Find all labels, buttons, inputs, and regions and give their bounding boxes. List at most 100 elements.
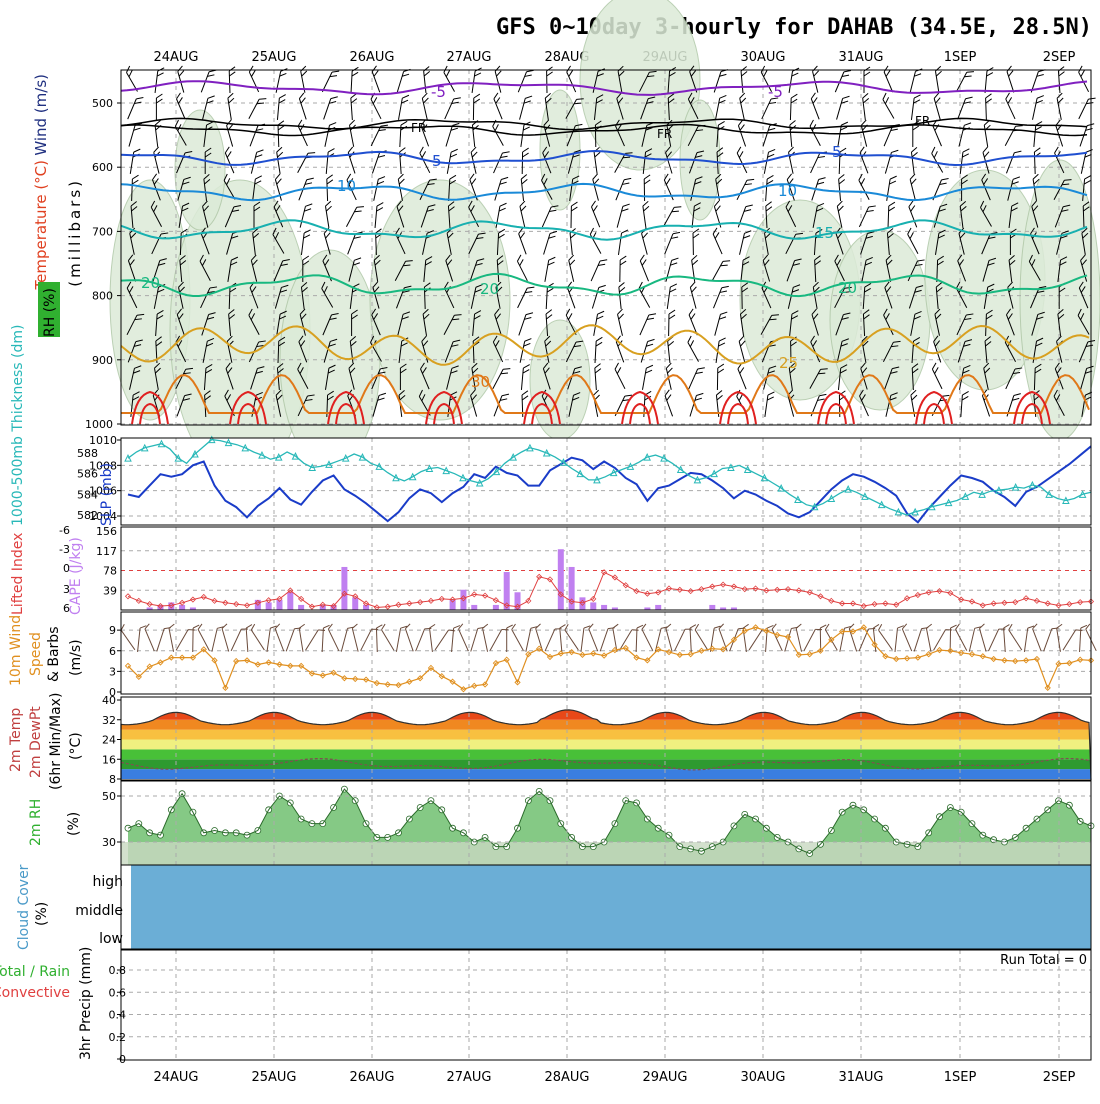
rh-shading [540,90,580,210]
upper-ylabel-rh: RH (%) [42,288,58,337]
date-label-bottom: 27AUG [446,1070,491,1085]
temp-ylabel-4: (°C) [68,732,84,760]
contour-label-10-a: 10 [337,177,356,195]
date-label-bottom: 28AUG [544,1070,589,1085]
rh-ylabel-2: (%) [66,812,82,836]
date-label-bottom: 29AUG [642,1070,687,1085]
rh-base [121,842,1091,865]
tick-label: 30 [102,836,116,849]
cape-bar [266,602,272,610]
temp-band [121,749,1091,759]
tick-label: 50 [102,790,116,803]
cloud-ylabel-2: (%) [34,902,50,926]
wind-ylabel-3: & Barbs [46,627,62,683]
date-label-top: 25AUG [251,50,296,65]
precip-label-1: Total / Rain [0,964,70,980]
tick-label: 78 [103,565,117,578]
cloud-level-low: low [99,931,123,947]
temp-ylabel-2: 2m DewPt [28,706,44,778]
date-label-bottom: 26AUG [349,1070,394,1085]
contour-label-15: 15 [815,224,834,242]
date-label-top: 2SEP [1043,50,1076,65]
tick-label: 8 [109,773,116,786]
tick-label: 0.6 [109,986,127,999]
contour-label-5-b: 5 [832,143,842,161]
date-label-bottom: 30AUG [740,1070,785,1085]
date-label-top: 26AUG [349,50,394,65]
tick-label: 0 [119,1053,126,1066]
temp-ylabel-3: (6hr Min/Max) [48,693,64,790]
cape-bar [601,605,607,610]
tick-label: 0.2 [109,1031,127,1044]
cloud-panel: high middle low Cloud Cover (%) [16,864,1091,950]
cape-bar [460,590,466,610]
tick-label: 700 [92,225,113,238]
cape-bar [450,600,456,610]
cape-bar [709,605,715,610]
rh-ylabel-1: 2m RH [28,799,44,846]
tick-label: 500 [92,97,113,110]
upper-ylabel-temp: Temperature (°C) [32,160,50,290]
tick-label: 40 [102,694,116,707]
contour-label-20-a: 20 [141,274,160,292]
date-label-bottom: 2SEP [1043,1070,1076,1085]
cape-ylabel-cape: CAPE (J/kg) [68,537,84,615]
contour-label-10-b: 10 [778,182,797,200]
contour-label-25: 25 [779,354,798,372]
date-label-top: 27AUG [446,50,491,65]
tick-label: 3 [109,665,116,678]
tick-label: 1010 [89,434,117,447]
tick-label: 9 [109,624,116,637]
tick-label: 586 [77,468,98,481]
precip-label-2: Convective [0,985,70,1001]
contour-label-minus5-b: -5 [768,83,783,101]
slp-ylabel-thk: 1000-500mb Thickness (dm) [10,325,26,526]
cloud-level-high: high [92,874,123,890]
precip-panel: 00.20.40.60.8 Run Total = 0 Total / Rain… [0,947,1091,1066]
cape-bar [590,602,596,610]
wind-ylabel-4: (m/s) [68,639,84,676]
tick-label: 582 [77,509,98,522]
temp-ylabel-1: 2m Temp [8,708,24,772]
contour-label-minus5-a: -5 [431,83,446,101]
tick-label: 6 [109,645,116,658]
tick-label: 588 [77,447,98,460]
contour-label-20-c: 20 [838,279,857,297]
slp-ylabel-slp: SLP (mb) [99,463,115,526]
contour-label-30: 30 [471,373,490,391]
tick-label: 0.8 [109,964,127,977]
chart-title: GFS 0~10day 3-hourly for DAHAB (34.5E, 2… [496,15,1092,40]
tick-label: 584 [77,488,98,501]
cape-bar [298,605,304,610]
cape-bar [655,605,661,610]
date-label-bottom: 1SEP [944,1070,977,1085]
tick-label: 1000 [85,418,113,431]
date-label-bottom: 25AUG [251,1070,296,1085]
contour-label-fr-c: FR [915,114,930,128]
cape-bar [493,605,499,610]
cape-bar [558,549,564,610]
tick-label: -6 [59,524,70,537]
tick-label: 600 [92,161,113,174]
date-label-top: 30AUG [740,50,785,65]
cape-bar [471,605,477,610]
tick-label: 800 [92,290,113,303]
tick-label: 39 [103,584,117,597]
date-label-bottom: 24AUG [153,1070,198,1085]
date-label-bottom: 31AUG [838,1070,883,1085]
date-label-top: 24AUG [153,50,198,65]
tick-label: 0.4 [109,1009,127,1022]
cloud-level-middle: middle [75,903,123,919]
tick-label: 117 [96,545,117,558]
upper-ylabel-mb: (millibars) [66,178,84,287]
cloud-cover-fill [131,865,1091,949]
tick-label: 156 [96,525,117,538]
wind-ylabel-2: Speed [28,632,44,676]
contour-label-fr-b: FR [657,127,672,141]
cape-bar [341,567,347,610]
